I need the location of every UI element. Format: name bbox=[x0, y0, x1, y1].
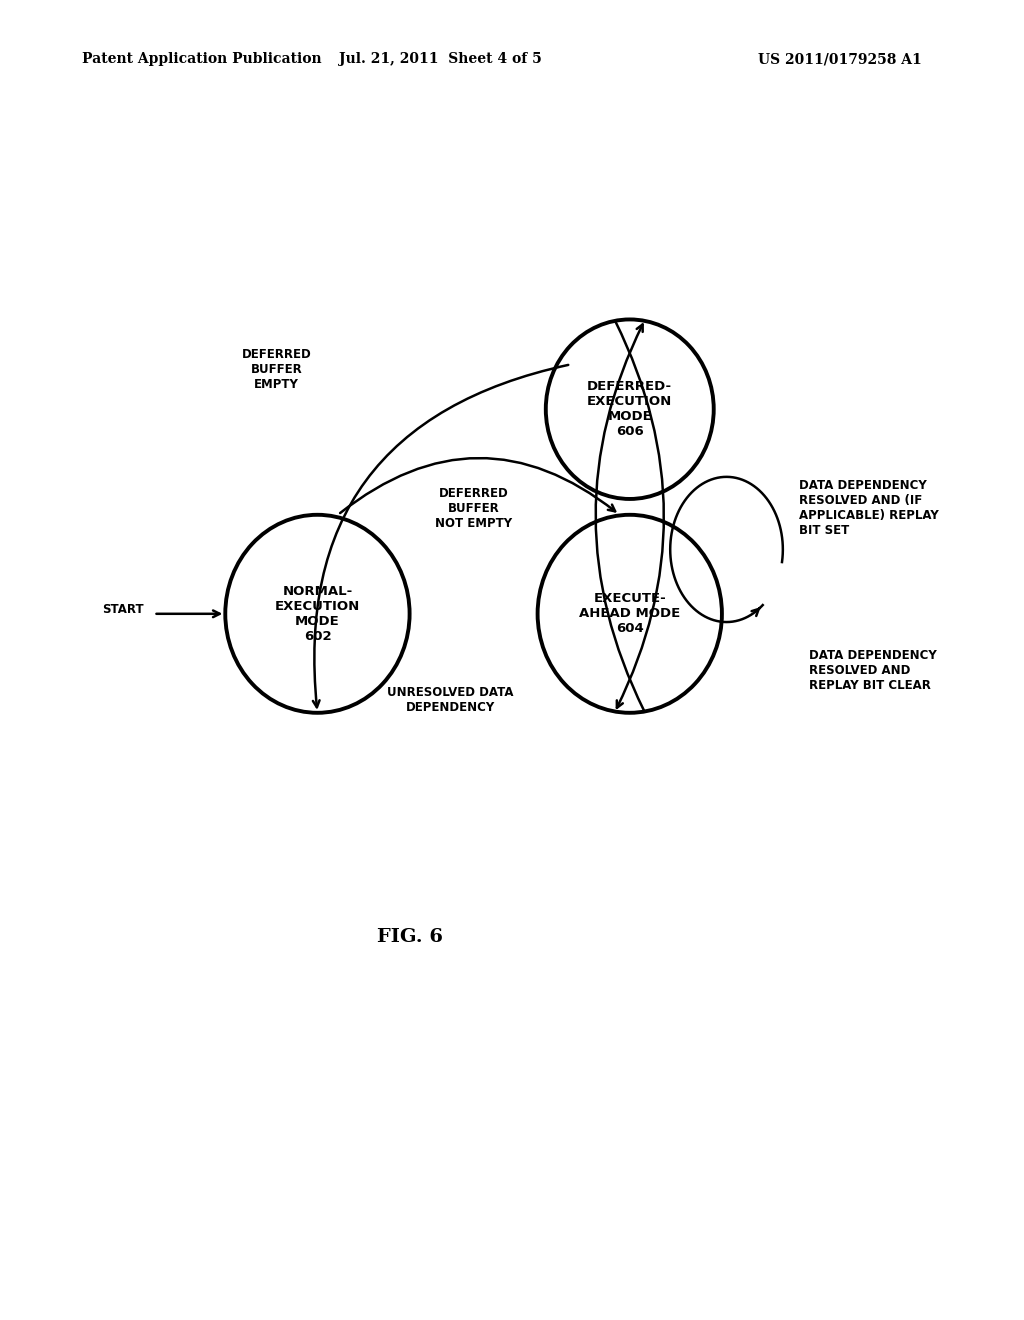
Text: UNRESOLVED DATA
DEPENDENCY: UNRESOLVED DATA DEPENDENCY bbox=[387, 685, 514, 714]
Text: NORMAL-
EXECUTION
MODE
602: NORMAL- EXECUTION MODE 602 bbox=[274, 585, 360, 643]
Text: DATA DEPENDENCY
RESOLVED AND
REPLAY BIT CLEAR: DATA DEPENDENCY RESOLVED AND REPLAY BIT … bbox=[809, 649, 937, 692]
Text: DEFERRED
BUFFER
EMPTY: DEFERRED BUFFER EMPTY bbox=[242, 348, 311, 391]
Text: EXECUTE-
AHEAD MODE
604: EXECUTE- AHEAD MODE 604 bbox=[580, 593, 680, 635]
Text: DATA DEPENDENCY
RESOLVED AND (IF
APPLICABLE) REPLAY
BIT SET: DATA DEPENDENCY RESOLVED AND (IF APPLICA… bbox=[799, 479, 938, 537]
Text: DEFERRED-
EXECUTION
MODE
606: DEFERRED- EXECUTION MODE 606 bbox=[587, 380, 673, 438]
Text: START: START bbox=[101, 603, 143, 616]
Text: Patent Application Publication: Patent Application Publication bbox=[82, 53, 322, 66]
Text: DEFERRED
BUFFER
NOT EMPTY: DEFERRED BUFFER NOT EMPTY bbox=[435, 487, 512, 529]
Text: FIG. 6: FIG. 6 bbox=[377, 928, 442, 946]
Text: Jul. 21, 2011  Sheet 4 of 5: Jul. 21, 2011 Sheet 4 of 5 bbox=[339, 53, 542, 66]
Text: US 2011/0179258 A1: US 2011/0179258 A1 bbox=[758, 53, 922, 66]
